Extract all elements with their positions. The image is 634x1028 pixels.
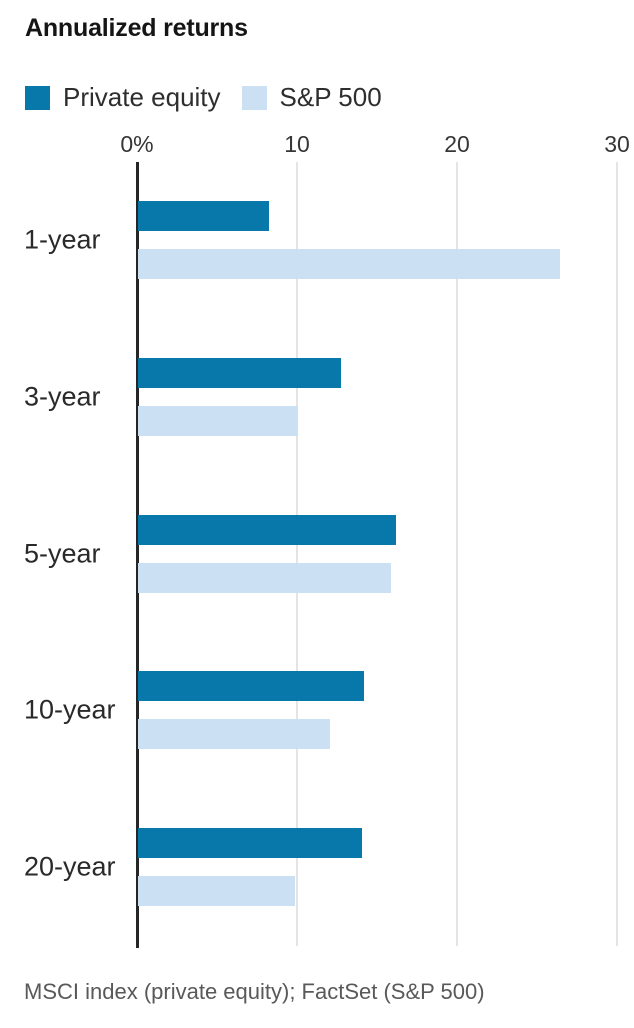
legend: Private equity S&P 500 bbox=[25, 82, 382, 113]
x-axis: 0% 10 20 30 bbox=[0, 131, 634, 161]
legend-label-private-equity: Private equity bbox=[63, 82, 221, 112]
y-category-label: 3-year bbox=[24, 381, 101, 412]
x-tick-label: 10 bbox=[284, 131, 310, 157]
bar-sp500 bbox=[138, 876, 295, 907]
y-category-label: 1-year bbox=[24, 224, 101, 255]
x-tick-label: 20 bbox=[444, 131, 470, 157]
gridline bbox=[616, 162, 618, 946]
bar-sp500 bbox=[138, 562, 391, 593]
plot-area bbox=[136, 162, 633, 948]
y-category-label: 20-year bbox=[24, 851, 116, 882]
bar-sp500 bbox=[138, 405, 298, 436]
legend-swatch-sp500 bbox=[241, 85, 267, 110]
bar-sp500 bbox=[138, 719, 330, 750]
gridline bbox=[296, 162, 298, 946]
bar-private-equity bbox=[138, 514, 396, 545]
bar-private-equity bbox=[138, 201, 270, 231]
legend-swatch-private-equity bbox=[25, 85, 50, 110]
x-tick-label: 30 bbox=[604, 131, 630, 157]
gridline bbox=[456, 162, 458, 946]
y-category-label: 10-year bbox=[24, 694, 116, 725]
bar-private-equity bbox=[138, 671, 364, 702]
bar-private-equity bbox=[138, 828, 362, 859]
legend-item-private-equity: Private equity bbox=[25, 82, 221, 113]
y-axis-line bbox=[136, 162, 139, 948]
bar-sp500 bbox=[138, 249, 561, 279]
chart-title: Annualized returns bbox=[25, 14, 248, 42]
x-tick-label: 0% bbox=[120, 131, 154, 157]
legend-item-sp500: S&P 500 bbox=[241, 82, 382, 113]
bar-private-equity bbox=[138, 357, 342, 388]
source-note: MSCI index (private equity); FactSet (S&… bbox=[24, 979, 485, 1004]
legend-label-sp500: S&P 500 bbox=[279, 82, 382, 112]
y-axis-labels: 1-year 3-year 5-year 10-year 20-year bbox=[0, 0, 137, 1028]
y-category-label: 5-year bbox=[24, 538, 101, 569]
